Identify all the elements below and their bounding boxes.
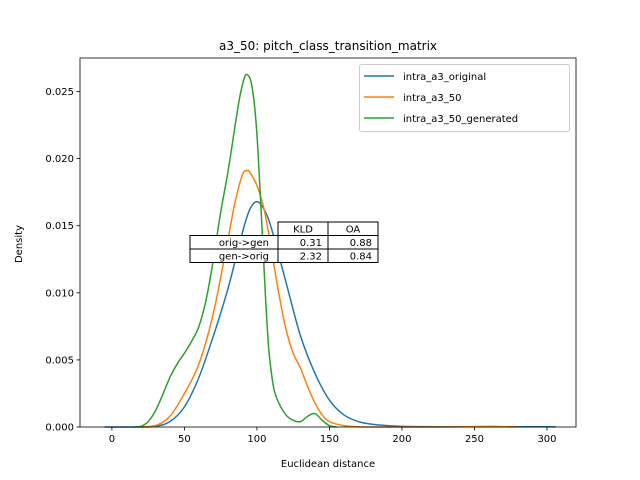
x-tick-label: 0 (109, 434, 115, 445)
y-tick-label: 0.015 (45, 221, 74, 232)
table-header-label: OA (346, 225, 361, 236)
table-row-label: orig->gen (219, 238, 269, 249)
table-cell-value: 0.88 (350, 238, 372, 249)
legend: intra_a3_original intra_a3_50 intra_a3_50_… (359, 64, 570, 132)
legend-label: intra_a3_original (403, 72, 486, 83)
table-cell-value: 2.32 (300, 252, 322, 263)
table-cell (327, 248, 379, 263)
x-tick-label: 200 (392, 434, 411, 445)
x-tick-label: 50 (178, 434, 191, 445)
y-tick-label: 0.020 (45, 154, 74, 165)
axes-frame: 0 50 100 150 200 250 300 0.000 0.005 0.010 0.015 0.… (45, 57, 577, 445)
x-axis-label: Euclidean distance (281, 459, 375, 470)
x-tick-label: 100 (247, 434, 266, 445)
y-tick-label: 0.025 (45, 87, 74, 98)
stats-table: KLD OA orig->gen 0.31 0.88 gen->orig 2.32 0.84 (189, 221, 379, 263)
table-row-label: gen->orig (219, 252, 269, 263)
y-tick-label: 0.005 (45, 355, 74, 366)
series-line-intra_a3_50_generated (133, 73, 337, 428)
table-cell-value: 0.84 (350, 252, 372, 263)
x-tick-label: 150 (320, 434, 339, 445)
x-tick-label: 300 (537, 434, 556, 445)
y-tick-label: 0.000 (45, 423, 74, 434)
series-line-intra_a3_original (104, 200, 556, 428)
table-cell-value: 0.31 (300, 238, 322, 249)
legend-label: intra_a3_50 (403, 93, 462, 104)
chart-title: a3_50: pitch_class_transition_matrix (219, 39, 437, 53)
legend-label: intra_a3_50_generated (403, 114, 518, 125)
x-tick-label: 250 (465, 434, 484, 445)
table-header-label: KLD (293, 225, 313, 236)
legend-box (359, 64, 570, 132)
y-tick-label: 0.010 (45, 288, 74, 299)
y-axis-label: Density (14, 225, 25, 263)
axes-border (79, 57, 577, 428)
